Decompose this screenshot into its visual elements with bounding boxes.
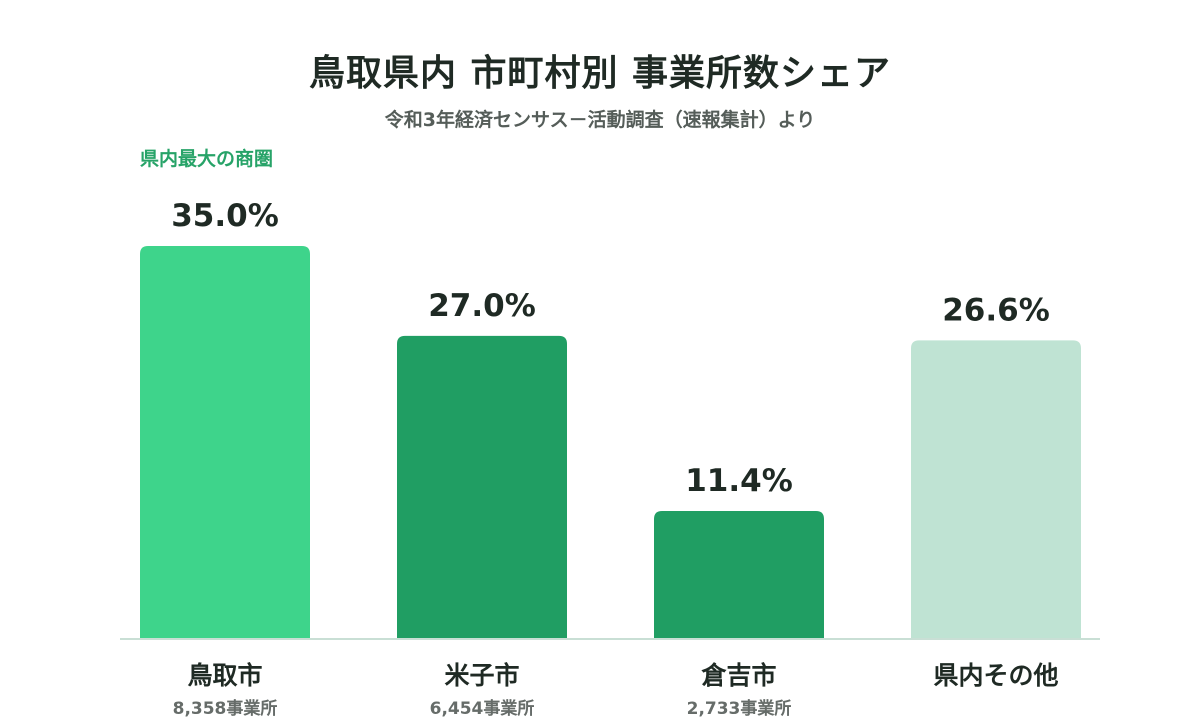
bar-3: [654, 510, 824, 639]
category-sublabel-3: 2,733事業所: [687, 698, 792, 719]
bar-value-label-2: 27.0%: [428, 288, 536, 324]
category-sublabel-1: 8,358事業所: [173, 698, 278, 719]
category-label-1: 鳥取市: [187, 661, 262, 690]
bar-value-label-3: 11.4%: [685, 463, 793, 499]
bar-value-label-1: 35.0%: [171, 198, 279, 234]
chart-subtitle: 令和3年経済センサス－活動調査（速報集計）より: [384, 109, 816, 131]
category-label-3: 倉吉市: [700, 661, 776, 690]
bar-4: [911, 340, 1081, 639]
bar-annotation: 県内最大の商圏: [140, 147, 273, 170]
bar-2: [397, 335, 567, 639]
bar-value-label-4: 26.6%: [942, 292, 1050, 328]
labels-layer: 35.0% 鳥取市 8,358事業所 県内最大の商圏 27.0% 米子市 6,454事業所 1…: [140, 147, 1059, 719]
bar-1: [140, 246, 310, 639]
bars-layer: [140, 246, 1081, 639]
chart-title: 鳥取県内 市町村別 事業所数シェア: [308, 53, 892, 94]
category-sublabel-2: 6,454事業所: [430, 698, 535, 719]
category-label-2: 米子市: [444, 661, 519, 690]
category-label-4: 県内その他: [933, 661, 1058, 690]
